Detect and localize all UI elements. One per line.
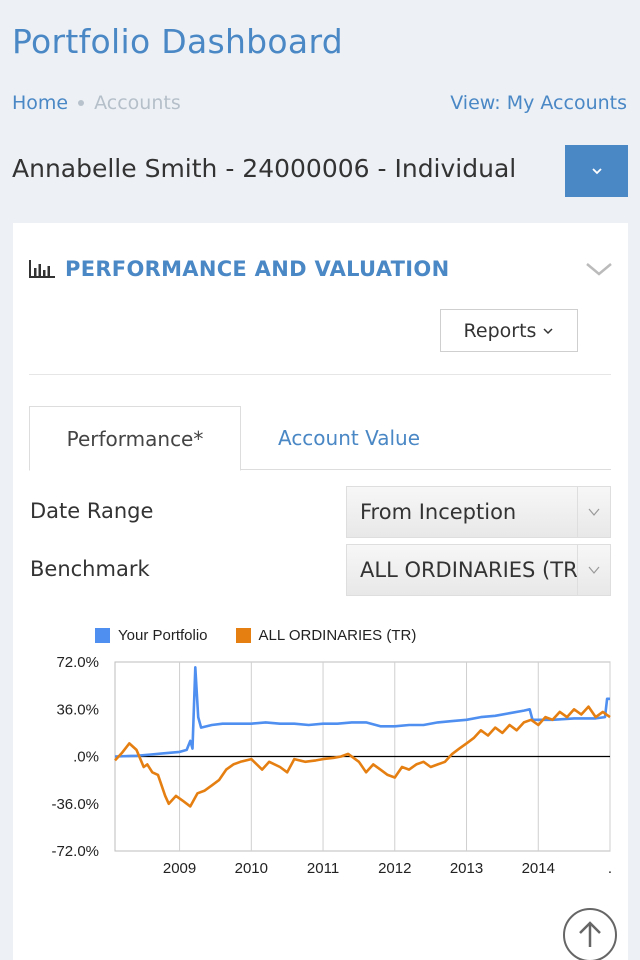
arrow-up-icon bbox=[579, 921, 601, 947]
legend-label-benchmark: ALL ORDINARIES (TR) bbox=[258, 627, 417, 644]
reports-button[interactable]: Reports bbox=[440, 309, 578, 352]
date-range-label: Date Range bbox=[30, 499, 154, 523]
benchmark-label: Benchmark bbox=[30, 557, 150, 581]
chart-x-tick-label: 2009 bbox=[163, 860, 196, 877]
benchmark-value: ALL ORDINARIES (TR) bbox=[360, 558, 577, 582]
performance-panel: PERFORMANCE AND VALUATION Reports Perfor… bbox=[13, 223, 628, 960]
chart-tabs: Performance* Account Value bbox=[29, 406, 611, 471]
caret-down-icon bbox=[543, 327, 553, 334]
chevron-down-icon bbox=[588, 566, 600, 574]
chart-y-tick-label: 72.0% bbox=[56, 654, 99, 671]
tab-account-value[interactable]: Account Value bbox=[257, 406, 441, 470]
breadcrumb: Home Accounts bbox=[12, 92, 181, 114]
date-range-select[interactable]: From Inception bbox=[346, 486, 611, 538]
chart-x-tick-label: 2014 bbox=[522, 860, 555, 877]
scroll-to-top-button[interactable] bbox=[563, 908, 617, 960]
chart-x-tick-label: 2010 bbox=[235, 860, 268, 877]
reports-button-label: Reports bbox=[463, 319, 537, 342]
chart-legend: Your Portfolio ALL ORDINARIES (TR) bbox=[95, 627, 444, 644]
breadcrumb-current: Accounts bbox=[94, 92, 181, 114]
chevron-down-icon bbox=[591, 168, 602, 175]
chart-x-tick-label: . bbox=[608, 860, 612, 877]
chart-x-tick-label: 2013 bbox=[450, 860, 483, 877]
panel-title: PERFORMANCE AND VALUATION bbox=[65, 257, 450, 281]
panel-header: PERFORMANCE AND VALUATION bbox=[29, 257, 449, 281]
benchmark-select[interactable]: ALL ORDINARIES (TR) bbox=[346, 544, 611, 596]
performance-chart: 2009 2010 2011 2012 2013 2014. 72.0% 36.0% .0% -3… bbox=[51, 654, 612, 877]
bar-chart-icon bbox=[29, 260, 55, 278]
chevron-down-icon bbox=[588, 508, 600, 516]
legend-item-portfolio[interactable]: Your Portfolio bbox=[95, 627, 208, 644]
chart-y-tick-label: .0% bbox=[73, 749, 99, 766]
tab-performance[interactable]: Performance* bbox=[29, 406, 241, 471]
date-range-value: From Inception bbox=[360, 500, 517, 524]
panel-collapse-chevron-icon[interactable] bbox=[585, 261, 613, 277]
date-range-arrow bbox=[577, 487, 610, 537]
legend-swatch-portfolio bbox=[95, 628, 110, 643]
tab-performance-label: Performance* bbox=[66, 426, 204, 451]
benchmark-arrow bbox=[577, 545, 610, 595]
chart-y-tick-label: 36.0% bbox=[56, 701, 99, 718]
breadcrumb-home-link[interactable]: Home bbox=[12, 92, 69, 114]
chart-y-tick-label: -72.0% bbox=[51, 843, 99, 860]
series-line-portfolio bbox=[114, 665, 610, 758]
legend-label-portfolio: Your Portfolio bbox=[118, 627, 208, 644]
chart-x-tick-label: 2011 bbox=[307, 860, 339, 877]
view-accounts-link[interactable]: View: My Accounts bbox=[450, 92, 627, 114]
series-line-benchmark bbox=[114, 705, 611, 808]
legend-item-benchmark[interactable]: ALL ORDINARIES (TR) bbox=[235, 627, 417, 644]
panel-divider bbox=[29, 374, 611, 375]
tab-account-value-label: Account Value bbox=[277, 426, 421, 450]
account-selector-label: Annabelle Smith - 24000006 - Individual bbox=[12, 154, 517, 183]
chart-y-tick-label: -36.0% bbox=[51, 796, 99, 813]
account-selector-toggle[interactable] bbox=[565, 145, 628, 197]
chart-x-tick-label: 2012 bbox=[378, 860, 411, 877]
page-title: Portfolio Dashboard bbox=[12, 22, 343, 61]
breadcrumb-separator bbox=[78, 100, 85, 106]
legend-swatch-benchmark bbox=[235, 628, 251, 643]
